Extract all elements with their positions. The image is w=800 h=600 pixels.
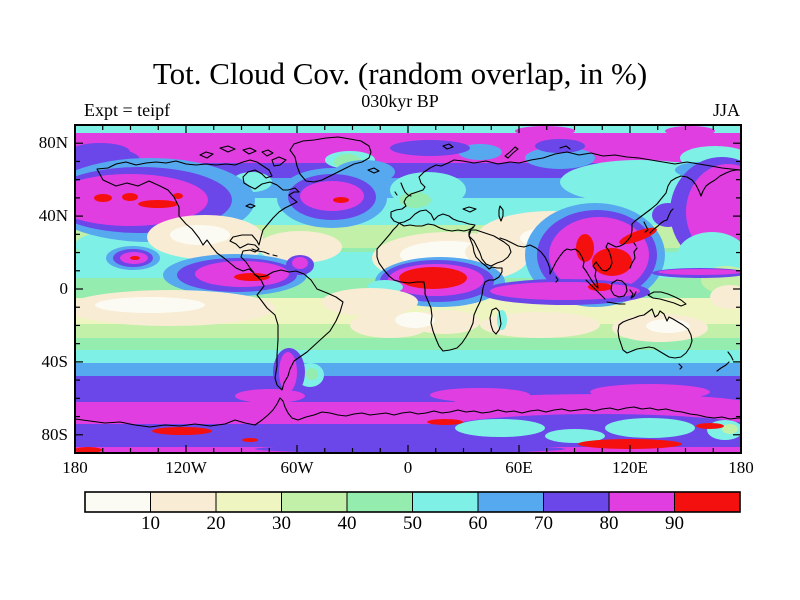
- colorbar-tick-label: 60: [468, 513, 488, 534]
- contour-region: [75, 447, 102, 453]
- cloud-cover-field: [75, 125, 741, 453]
- contour-region: [279, 352, 297, 392]
- contour-region: [399, 267, 467, 289]
- contour-region: [258, 231, 342, 263]
- contour-region: [292, 257, 308, 269]
- lon-tick-label: 60E: [505, 458, 533, 477]
- contour-region: [665, 126, 715, 136]
- colorbar-segment: [543, 492, 610, 512]
- contour-region: [75, 338, 741, 350]
- contour-region: [390, 140, 470, 156]
- contour-region: [588, 283, 612, 291]
- contour-region: [545, 429, 605, 443]
- contour-region: [658, 269, 741, 275]
- colorbar-segment: [216, 492, 282, 512]
- contour-region: [152, 427, 212, 435]
- contour-region: [255, 445, 565, 453]
- colorbar: [85, 492, 741, 512]
- lat-tick-label: 40S: [41, 351, 68, 371]
- contour-region: [455, 419, 545, 437]
- contour-region: [170, 225, 230, 245]
- lon-tick-label: 120E: [612, 458, 648, 477]
- colorbar-tick-label: 40: [337, 513, 357, 534]
- contour-region: [300, 181, 364, 211]
- page-title: Tot. Cloud Cov. (random overlap, in %): [152, 56, 648, 91]
- colorbar-tick-label: 50: [403, 513, 422, 534]
- colorbar-segment: [85, 492, 151, 512]
- coastlines: [75, 136, 741, 428]
- colorbar-segment: [150, 492, 217, 512]
- contour-region: [75, 363, 741, 376]
- contour-region: [75, 174, 208, 226]
- contour-region: [710, 285, 741, 309]
- contour-region: [306, 368, 318, 380]
- lon-tick-label: 60W: [280, 458, 314, 477]
- colorbar-segment: [281, 492, 348, 512]
- colorbar-tick-label: 70: [534, 513, 553, 534]
- lon-tick-label: 180: [62, 458, 88, 477]
- contour-region: [578, 439, 682, 449]
- contour-region: [515, 126, 575, 136]
- colorbar-tick-label: 10: [141, 513, 160, 534]
- contour-region: [333, 197, 349, 203]
- contour-region: [235, 389, 305, 403]
- contour-region: [427, 419, 463, 425]
- experiment-label: Expt = teipf: [84, 100, 171, 120]
- lat-tick-label: 40N: [38, 206, 68, 226]
- colorbar-segment: [347, 492, 413, 512]
- contour-region: [122, 193, 138, 201]
- contour-region: [605, 418, 695, 438]
- contour-region: [173, 193, 183, 199]
- contour-region: [130, 256, 140, 260]
- contour-region: [234, 273, 270, 281]
- contour-region: [94, 194, 112, 202]
- contour-region: [497, 310, 507, 330]
- contour-region: [576, 234, 594, 262]
- contour-region: [322, 288, 418, 316]
- contour-region: [138, 200, 178, 208]
- contour-region: [75, 350, 741, 363]
- lon-tick-label: 180: [728, 458, 754, 477]
- colorbar-segment: [412, 492, 479, 512]
- axis-ticks: [74, 124, 742, 454]
- contour-region: [696, 423, 724, 429]
- colorbar-segment: [609, 492, 675, 512]
- colorbar-tick-label: 30: [272, 513, 291, 534]
- lon-tick-label: 0: [403, 458, 413, 477]
- contour-region: [490, 282, 640, 300]
- contour-region: [95, 297, 205, 313]
- contour-region: [535, 139, 585, 153]
- colorbar-segment: [674, 492, 741, 512]
- colorbar-dividers: [150, 492, 675, 512]
- lat-tick-label: 80S: [41, 424, 68, 444]
- colorbar-tick-label: 90: [665, 513, 684, 534]
- contour-region: [480, 312, 600, 338]
- lon-tick-label: 120W: [165, 458, 207, 477]
- lat-tick-label: 80N: [38, 133, 68, 153]
- colorbar-tick-label: 20: [206, 513, 226, 534]
- contour-region: [399, 192, 431, 208]
- contour-region: [722, 424, 738, 434]
- figure-subtitle: 030kyr BP: [361, 91, 439, 111]
- contour-region: [525, 147, 595, 169]
- lat-tick-label: 0: [59, 279, 69, 298]
- contour-region: [395, 312, 435, 328]
- season-label: JJA: [712, 100, 740, 120]
- contour-region: [242, 438, 258, 442]
- contour-region: [652, 203, 684, 227]
- colorbar-tick-label: 80: [599, 513, 619, 534]
- colorbar-segment: [478, 492, 544, 512]
